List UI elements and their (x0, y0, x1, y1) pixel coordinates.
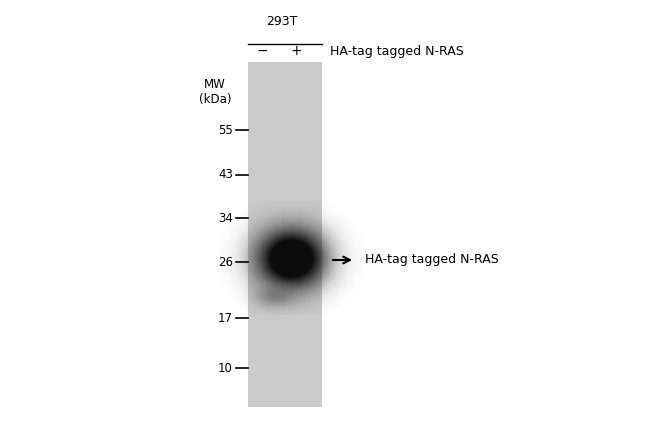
Text: 43: 43 (218, 168, 233, 181)
Text: HA-tag tagged N-RAS: HA-tag tagged N-RAS (330, 45, 463, 58)
Text: 55: 55 (218, 124, 233, 136)
Text: 17: 17 (218, 311, 233, 325)
Text: 10: 10 (218, 362, 233, 374)
Text: MW
(kDa): MW (kDa) (199, 78, 231, 106)
Text: 26: 26 (218, 255, 233, 268)
Text: 293T: 293T (266, 15, 298, 28)
Text: −: − (256, 44, 268, 58)
Text: +: + (290, 44, 302, 58)
Text: HA-tag tagged N-RAS: HA-tag tagged N-RAS (365, 254, 499, 267)
Bar (248, 62, 322, 407)
Text: 34: 34 (218, 211, 233, 225)
